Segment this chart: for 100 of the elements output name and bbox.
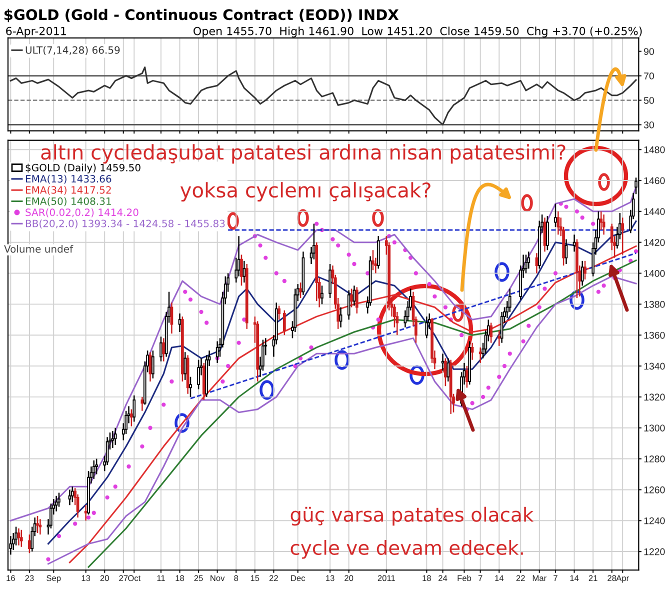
annotation: cycle ve devam edecek. bbox=[290, 540, 523, 559]
candlestick bbox=[130, 408, 133, 427]
candlestick bbox=[197, 359, 200, 390]
candlestick bbox=[554, 203, 557, 228]
candlestick bbox=[132, 394, 136, 422]
candlestick bbox=[178, 312, 182, 333]
candlestick bbox=[572, 234, 576, 252]
candlestick bbox=[17, 528, 20, 546]
y-tick-label: 70 bbox=[644, 72, 654, 80]
x-tick-label: 8 bbox=[234, 575, 238, 582]
legend-label: SAR(0.02,0.2) 1414.20 bbox=[26, 208, 138, 218]
candlestick bbox=[189, 376, 192, 398]
candlestick bbox=[546, 215, 549, 251]
candlestick bbox=[355, 286, 358, 314]
candlestick bbox=[466, 365, 468, 388]
candlestick bbox=[564, 238, 568, 265]
y-tick-label: 1280 bbox=[644, 456, 665, 462]
candlestick bbox=[14, 526, 18, 546]
legend-label: EMA(13) 1433.66 bbox=[26, 174, 112, 184]
y-tick-label: 1320 bbox=[644, 394, 665, 401]
x-tick-label: 7 bbox=[554, 575, 558, 581]
x-tick-label: 20 bbox=[344, 575, 354, 582]
y-tick-label: 50 bbox=[644, 96, 654, 104]
candlestick bbox=[441, 353, 444, 372]
candlestick bbox=[242, 260, 246, 284]
candlestick bbox=[621, 216, 624, 256]
candlestick bbox=[140, 396, 144, 412]
x-tick-label: Oct bbox=[128, 575, 141, 582]
candlestick bbox=[299, 282, 302, 299]
legend-label: EMA(50) 1408.31 bbox=[26, 197, 111, 206]
x-tick-label: Mar bbox=[532, 575, 546, 582]
candlestick bbox=[84, 504, 88, 522]
x-tick-label: Apr bbox=[616, 575, 629, 583]
y-tick-label: 1260 bbox=[644, 486, 665, 494]
y-tick-label: 1460 bbox=[644, 177, 665, 184]
candlestick bbox=[602, 214, 606, 236]
candlestick bbox=[490, 322, 493, 344]
candlestick bbox=[478, 346, 482, 364]
candlestick bbox=[372, 249, 374, 271]
candlestick bbox=[328, 263, 332, 299]
candlestick bbox=[527, 250, 530, 270]
x-tick-label: 16 bbox=[6, 575, 15, 582]
legend-label: $GOLD (Daily) 1459.50 bbox=[26, 164, 140, 174]
candlestick bbox=[184, 351, 187, 381]
y-tick-label: 30 bbox=[644, 121, 654, 128]
candlestick bbox=[580, 260, 584, 286]
y-tick-label: 1340 bbox=[644, 362, 665, 370]
x-tick-label: 23 bbox=[25, 575, 34, 582]
annotation: güç varsa patates olacak bbox=[290, 506, 534, 526]
y-tick-label: 1400 bbox=[644, 270, 665, 277]
y-tick-label: 1480 bbox=[644, 146, 665, 154]
y-tick-label: 1360 bbox=[644, 332, 665, 339]
x-tick-label: 14 bbox=[495, 575, 504, 581]
x-tick-label: 15 bbox=[250, 575, 260, 582]
legend-label: BB(20,2.0) 1393.34 - 1424.58 - 1455.83 bbox=[26, 220, 225, 228]
legend-label: EMA(34) 1417.52 bbox=[26, 186, 111, 195]
annotation: Volume undef bbox=[4, 244, 74, 253]
candlestick bbox=[38, 518, 42, 536]
candlestick bbox=[36, 515, 39, 534]
text: 6-Apr-2011 bbox=[6, 26, 66, 38]
candlestick bbox=[524, 254, 528, 274]
x-tick-label: 22 bbox=[269, 575, 278, 581]
candlestick bbox=[162, 338, 166, 362]
x-tick-label: Dec bbox=[291, 575, 306, 582]
x-tick-label: 22 bbox=[516, 575, 525, 581]
annotation: altın cycledaşubat patatesi ardına nisan patatesimi? bbox=[41, 144, 566, 164]
x-tick-label: 18 bbox=[176, 575, 184, 582]
candlestick bbox=[350, 288, 353, 308]
candlestick bbox=[446, 358, 450, 382]
x-tick-label: Nov bbox=[210, 575, 225, 582]
y-tick-label: 1440 bbox=[644, 208, 665, 216]
x-tick-label: 21 bbox=[588, 575, 598, 581]
candlestick bbox=[347, 290, 350, 320]
candlestick bbox=[240, 254, 243, 286]
candlestick bbox=[151, 350, 154, 380]
candlestick bbox=[54, 495, 58, 512]
x-tick-label: 11 bbox=[157, 575, 165, 581]
legend-label: ULT(7,14,28) 66.59 bbox=[26, 46, 120, 55]
x-tick-label: 13 bbox=[82, 575, 90, 582]
candlestick bbox=[68, 489, 72, 506]
y-tick-label: 1300 bbox=[644, 424, 665, 432]
x-tick-label: 14 bbox=[570, 575, 579, 581]
candlestick bbox=[278, 305, 280, 320]
candlestick bbox=[600, 210, 603, 231]
chart-title: $GOLD (Gold - Continuous Contract (EOD)) INDX bbox=[4, 8, 399, 22]
text: Open 1455.70 High 1461.90 Low 1451.20 Close 1459.50 Chg +3.70 (+0.25%) bbox=[194, 26, 642, 38]
candlestick bbox=[160, 336, 162, 362]
y-tick-label: 90 bbox=[644, 48, 654, 55]
line-series bbox=[10, 66, 637, 126]
x-tick-label: 27 bbox=[119, 575, 128, 581]
x-tick-label: 25 bbox=[194, 575, 203, 582]
candlestick bbox=[111, 430, 114, 449]
x-tick-label: 7 bbox=[478, 575, 482, 581]
candlestick bbox=[320, 285, 324, 305]
x-tick-label: 28 bbox=[608, 575, 616, 582]
candlestick bbox=[283, 310, 286, 336]
candlestick bbox=[28, 534, 31, 554]
candlestick bbox=[339, 306, 342, 328]
x-tick-label: 20 bbox=[100, 575, 109, 582]
candlestick bbox=[556, 210, 560, 236]
